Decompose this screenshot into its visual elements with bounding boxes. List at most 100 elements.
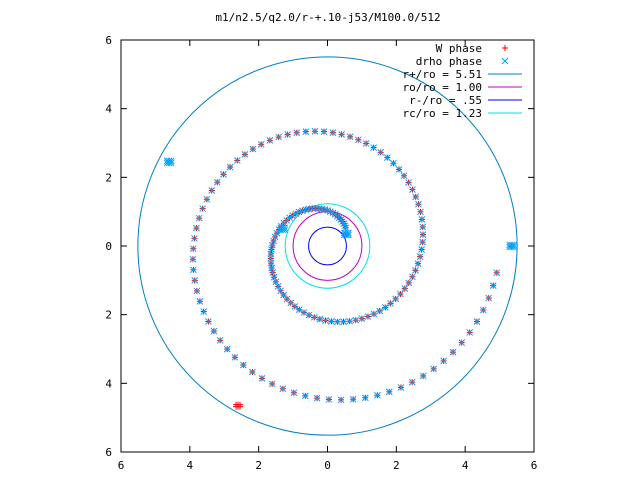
- data-point-1-48-d2: [310, 313, 318, 321]
- data-point-1-134: [361, 394, 369, 402]
- data-point-1-98-d2: [257, 140, 265, 148]
- data-point-1-106: [203, 195, 211, 203]
- data-point-1-130-d2: [313, 394, 321, 402]
- data-point-1-90: [329, 129, 337, 137]
- data-point-1-47-d2: [305, 311, 313, 319]
- data-point-1-21: [289, 212, 296, 219]
- data-point-1-58: [370, 310, 378, 318]
- data-point-1-134-d2: [361, 394, 369, 402]
- data-point-1-92: [311, 127, 319, 135]
- data-point-1-125: [258, 374, 266, 382]
- data-point-1-69: [416, 253, 424, 261]
- data-point-1-75: [417, 208, 424, 216]
- data-point-1-72: [419, 231, 427, 238]
- data-point-1-80: [400, 172, 408, 180]
- data-point-1-119: [210, 327, 218, 335]
- data-point-1-9-d2: [327, 208, 334, 215]
- cluster-mark-3-5-d2: [510, 243, 517, 251]
- data-point-1-125-d2: [258, 374, 266, 382]
- data-point-1-20-d2: [292, 210, 300, 218]
- data-point-1-40-d2: [277, 287, 285, 295]
- data-point-1-117-d2: [200, 308, 208, 315]
- data-point-1-149: [493, 269, 501, 277]
- data-point-1-144-d2: [466, 329, 474, 336]
- data-point-1-7-d2: [331, 211, 339, 218]
- data-point-1-74: [418, 216, 426, 223]
- data-point-1-47: [305, 311, 313, 319]
- data-point-1-76-d2: [415, 200, 422, 208]
- data-point-1-29: [270, 237, 277, 245]
- data-point-1-137: [397, 384, 405, 391]
- cluster-mark-0-5: [345, 231, 352, 239]
- y-tick-label-4: 2: [105, 171, 112, 184]
- plot-area: [137, 56, 518, 436]
- data-point-1-133-d2: [349, 395, 357, 403]
- data-point-1-131: [325, 396, 333, 403]
- data-point-1-67: [412, 267, 419, 274]
- data-point-1-53-d2: [340, 318, 347, 326]
- data-point-1-148: [489, 282, 497, 289]
- data-point-1-89-d2: [338, 131, 345, 138]
- data-point-1-70-d2: [418, 246, 425, 253]
- data-point-1-123-d2: [239, 361, 247, 369]
- x-tick-label-0: 6: [118, 459, 125, 472]
- data-point-1-131-d2: [325, 396, 333, 403]
- cluster-mark-3-5: [510, 243, 517, 251]
- cluster-mark-3-4-d2: [508, 243, 515, 251]
- data-point-1-97-d2: [266, 136, 274, 144]
- y-tick-label-0: 6: [105, 446, 112, 459]
- data-point-1-107-d2: [199, 205, 207, 212]
- data-point-1-87: [354, 136, 362, 144]
- data-point-1-96: [275, 133, 283, 141]
- data-point-1-54-d2: [346, 317, 353, 325]
- data-point-1-139-d2: [419, 372, 427, 380]
- circle-series-5: [284, 203, 371, 289]
- data-point-1-137-d2: [397, 384, 405, 391]
- data-point-1-147: [485, 294, 493, 302]
- cluster-mark-0-5-d2: [345, 231, 352, 239]
- data-point-1-37: [270, 273, 278, 281]
- data-point-1-95-d2: [284, 131, 291, 138]
- data-point-1-55: [352, 316, 360, 324]
- data-point-1-141: [440, 357, 448, 365]
- data-point-1-107: [199, 205, 207, 212]
- data-point-1-81: [395, 166, 403, 173]
- data-point-1-85: [370, 144, 377, 151]
- legend-entry-4: r-/ro = .55: [409, 94, 482, 107]
- data-point-1-101: [233, 157, 241, 164]
- legend-marker-0: [502, 45, 508, 51]
- data-point-1-124: [249, 368, 256, 376]
- data-point-1-12-d2: [318, 205, 326, 213]
- data-point-1-66: [409, 273, 416, 281]
- data-point-1-30-d2: [269, 241, 276, 249]
- data-point-1-106-d2: [203, 195, 211, 203]
- data-point-1-38: [272, 278, 280, 286]
- data-point-1-116-d2: [196, 297, 204, 305]
- data-point-1-53: [340, 318, 347, 326]
- data-point-1-128-d2: [290, 389, 298, 397]
- data-point-1-39-d2: [274, 283, 282, 290]
- data-point-1-135: [373, 391, 381, 399]
- data-point-1-70: [418, 246, 425, 253]
- data-point-1-69-d2: [416, 253, 424, 261]
- data-point-1-94: [293, 129, 301, 137]
- data-point-1-97: [266, 136, 274, 144]
- marker-cluster-0: [341, 229, 352, 239]
- data-point-1-111: [189, 245, 197, 253]
- data-point-1-78-d2: [409, 186, 416, 193]
- legend-marker-1-d2: [501, 57, 509, 65]
- data-point-1-78: [409, 186, 416, 193]
- data-point-1-111-d2: [189, 245, 197, 253]
- circle-series-4: [308, 226, 347, 266]
- data-point-1-8-d2: [329, 209, 337, 217]
- cluster-mark-2-4: [165, 159, 173, 167]
- marker-cluster-4: [233, 401, 244, 410]
- data-point-1-102: [226, 163, 234, 171]
- data-point-1-122: [231, 353, 239, 361]
- marker-cluster-3: [506, 241, 517, 251]
- legend-entry-3: ro/ro = 1.00: [403, 81, 482, 94]
- data-point-1-94-d2: [293, 129, 301, 137]
- data-point-1-133: [349, 395, 357, 403]
- data-point-1-68-d2: [414, 260, 422, 267]
- data-point-1-49-d2: [316, 315, 324, 323]
